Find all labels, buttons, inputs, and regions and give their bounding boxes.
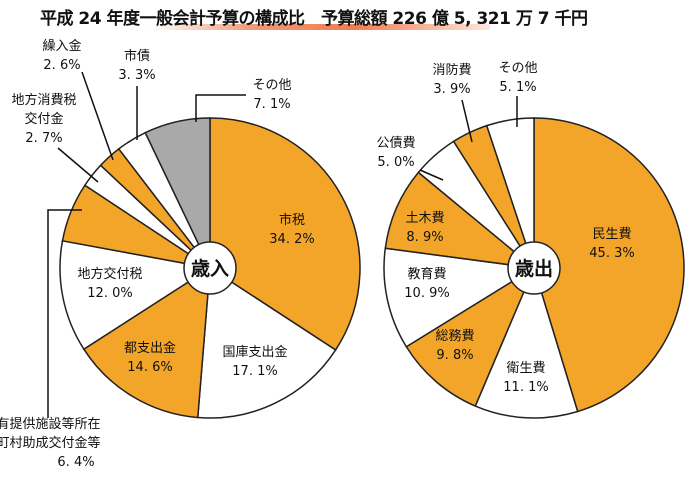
pie-slice [82, 266, 211, 419]
slice-label: 教育費 10. 9% [404, 266, 449, 301]
center-label: 歳出 [515, 257, 553, 280]
pie-slice [59, 239, 212, 351]
slice-label: 繰入金 2. 6% [42, 38, 81, 73]
leader-line [461, 99, 473, 143]
pie-slice [533, 117, 685, 413]
slice-label: 地方交付税 12. 0% [77, 266, 142, 301]
slice-label: その他 7. 1% [252, 78, 291, 112]
leader-line [47, 209, 82, 418]
slice-label: 消防費 3. 9% [432, 62, 471, 97]
slice-label: その他 5. 1% [498, 61, 537, 95]
pie-slice [383, 247, 537, 348]
pie-slice [196, 266, 337, 419]
leader-line [195, 94, 246, 122]
slice-label: 地方消費税交付金 2. 7% [11, 92, 76, 146]
leader-line [419, 169, 444, 181]
slice-label: 公債費 5. 0% [376, 136, 415, 170]
slice-label: 市債 3. 3% [118, 48, 155, 83]
leader-line [57, 147, 99, 183]
slice-label: 市税 34. 2% [269, 212, 314, 247]
slice-label: 都支出金 14. 6% [124, 340, 176, 375]
slice-label: 衛生費 11. 1% [503, 361, 548, 395]
pie-slice [144, 117, 211, 269]
leader-line [81, 71, 114, 161]
slice-label: 国庫支出金 17. 1% [222, 344, 287, 379]
pie-slice [485, 117, 535, 269]
slice-label: 総務費 9. 8% [435, 329, 474, 363]
slice-label: 国有提供施設等所在市町村助成交付金等6. 4% [0, 416, 101, 470]
chart-title: 平成 24 年度一般会計予算の構成比 予算総額 226 億 5, 321 万 7… [40, 9, 588, 29]
pie-0: 市税 34. 2% 国庫支出金 17. 1% 都支出金 14. 6% 地方交付税 12. 0%… [0, 38, 361, 470]
pie-slice [405, 266, 536, 408]
center-circle [507, 241, 561, 295]
slice-label: 民生費 45. 3% [589, 227, 634, 261]
title-underline [150, 24, 490, 30]
pie-1: 民生費 45. 3% 衛生費 11. 1% 総務費 9. 8% 教育費 10. 9% 土木費 8.… [376, 61, 685, 419]
slice-label: 土木費 8. 9% [405, 211, 444, 245]
pie-slice [384, 171, 537, 270]
center-label: 歳入 [191, 258, 229, 280]
pie-slice [474, 265, 579, 419]
center-circle [183, 241, 237, 295]
